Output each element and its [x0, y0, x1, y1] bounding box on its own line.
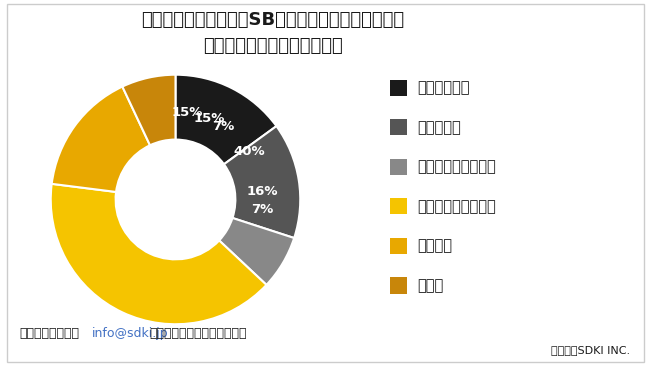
Text: 粘着剤・シーラント: 粘着剤・シーラント [417, 199, 496, 214]
Wedge shape [224, 126, 300, 238]
Text: 16%: 16% [247, 185, 278, 198]
FancyBboxPatch shape [390, 277, 407, 294]
Text: 7%: 7% [213, 120, 235, 133]
FancyBboxPatch shape [390, 119, 407, 135]
Wedge shape [219, 218, 294, 285]
Text: 詳細については、: 詳細については、 [20, 327, 79, 340]
Text: 7%: 7% [251, 203, 274, 216]
FancyBboxPatch shape [390, 198, 407, 214]
Text: ソース：SDKI INC.: ソース：SDKI INC. [551, 345, 630, 355]
FancyBboxPatch shape [390, 159, 407, 175]
Text: 15%: 15% [171, 107, 203, 119]
Text: スチレンブタジエン（SB）ブロックコポリマー市場
アプリケーションによる分類: スチレンブタジエン（SB）ブロックコポリマー市場 アプリケーションによる分類 [142, 11, 404, 55]
Text: 40%: 40% [233, 145, 265, 158]
Text: にメールをお送りください。: にメールをお送りください。 [150, 327, 247, 340]
FancyBboxPatch shape [390, 80, 407, 96]
Text: 高分子修飾: 高分子修飾 [417, 120, 461, 135]
Text: 医療機器: 医療機器 [417, 239, 452, 253]
Text: info@sdki.jp: info@sdki.jp [92, 327, 169, 340]
Wedge shape [51, 184, 266, 324]
FancyBboxPatch shape [390, 238, 407, 254]
Text: 15%: 15% [193, 112, 225, 125]
Wedge shape [176, 75, 276, 164]
Text: フットウェア: フットウェア [417, 81, 470, 95]
Text: その他: その他 [417, 278, 443, 293]
Text: ワイヤーとケーブル: ワイヤーとケーブル [417, 160, 496, 174]
Wedge shape [52, 87, 150, 192]
Wedge shape [122, 75, 176, 145]
